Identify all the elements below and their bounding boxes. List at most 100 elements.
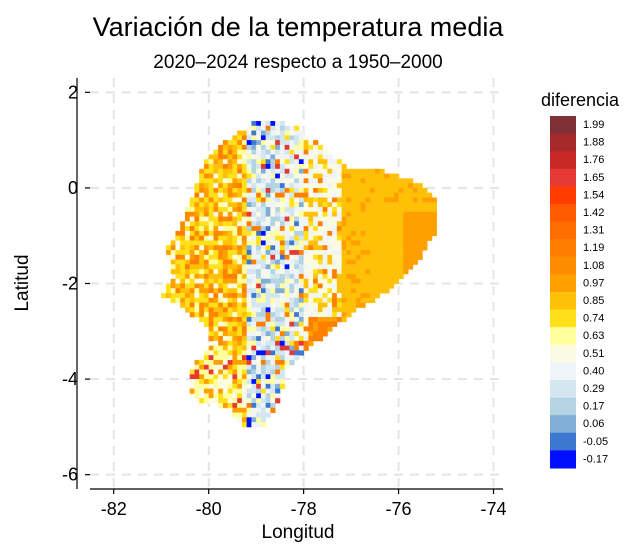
map-cell — [351, 240, 357, 246]
map-cell — [393, 278, 399, 284]
map-cell — [284, 159, 290, 165]
map-cell — [327, 288, 333, 294]
map-cell — [308, 278, 314, 284]
map-cell — [222, 326, 229, 332]
map-cell — [256, 168, 262, 174]
map-cell — [246, 336, 252, 342]
map-cell — [246, 316, 252, 323]
map-cell — [213, 250, 219, 256]
map-cell — [422, 240, 428, 246]
map-cell — [351, 259, 357, 265]
map-cell — [265, 140, 271, 146]
map-cell — [203, 235, 210, 241]
map-cell — [232, 407, 238, 413]
map-cell — [360, 240, 366, 246]
map-cell — [303, 245, 309, 251]
map-cell — [289, 226, 295, 232]
map-cell — [393, 226, 399, 232]
map-cell — [341, 197, 347, 203]
map-cell — [341, 297, 347, 304]
map-cell — [184, 259, 191, 265]
map-cell — [208, 226, 214, 232]
map-cell — [175, 288, 181, 294]
map-cell — [294, 331, 300, 337]
map-cell — [241, 168, 248, 174]
map-cell — [232, 221, 238, 227]
map-cell — [194, 221, 200, 227]
map-cell — [374, 269, 380, 275]
map-cell — [279, 125, 286, 131]
map-cell — [370, 187, 376, 194]
map-cell — [298, 178, 305, 184]
map-cell — [289, 302, 295, 308]
map-cell — [213, 307, 219, 313]
map-cell — [270, 221, 276, 227]
map-cell — [218, 388, 224, 394]
map-cell — [370, 173, 376, 179]
map-cell — [227, 230, 233, 237]
map-cell — [270, 192, 276, 198]
map-cell — [398, 187, 404, 194]
map-cell — [251, 402, 257, 409]
map-cell — [241, 135, 248, 141]
map-cell — [408, 192, 414, 198]
map-cell — [246, 388, 252, 394]
map-cell — [270, 226, 276, 232]
map-cell — [203, 245, 210, 251]
map-cell — [213, 321, 219, 327]
map-cell — [279, 149, 286, 155]
map-cell — [251, 254, 257, 261]
map-cell — [232, 297, 238, 304]
map-cell — [237, 331, 243, 337]
map-cell — [294, 273, 300, 280]
map-cell — [294, 283, 300, 289]
map-cell — [313, 187, 319, 194]
map-cell — [303, 211, 309, 217]
map-cell — [246, 226, 252, 232]
map-cell — [322, 326, 328, 332]
map-cell — [389, 250, 395, 256]
map-cell — [170, 264, 176, 270]
map-cell — [246, 168, 252, 174]
map-cell — [341, 230, 347, 237]
map-cell — [194, 388, 200, 394]
map-cell — [270, 293, 276, 299]
map-cell — [313, 293, 319, 299]
map-cell — [237, 316, 243, 323]
map-cell — [284, 211, 290, 217]
map-cell — [322, 254, 328, 261]
map-cell — [389, 207, 395, 213]
map-cell — [322, 202, 328, 208]
map-cell — [389, 226, 395, 232]
map-cell — [313, 245, 319, 251]
map-cell — [379, 230, 385, 237]
map-cell — [279, 202, 286, 208]
map-cell — [398, 254, 404, 261]
map-cell — [355, 221, 361, 227]
map-cell — [275, 192, 281, 198]
map-cell — [246, 211, 252, 217]
map-cell — [246, 402, 252, 409]
map-cell — [246, 422, 252, 428]
map-cell — [360, 259, 366, 265]
map-cell — [294, 197, 300, 203]
map-cell — [218, 345, 224, 351]
map-cell — [203, 302, 210, 308]
map-cell — [246, 240, 252, 246]
map-cell — [227, 321, 233, 327]
map-cell — [203, 364, 210, 370]
map-cell — [317, 207, 324, 213]
map-cell — [422, 187, 428, 194]
map-cell — [360, 245, 366, 251]
map-cell — [237, 355, 243, 361]
map-cell — [270, 402, 276, 409]
map-cell — [189, 230, 195, 237]
map-cell — [384, 245, 390, 251]
map-cell — [294, 125, 300, 131]
map-cell — [256, 250, 262, 256]
map-cell — [232, 336, 238, 342]
map-cell — [241, 336, 248, 342]
map-cell — [275, 374, 281, 380]
map-cell — [303, 207, 309, 213]
legend-swatch — [550, 292, 576, 311]
